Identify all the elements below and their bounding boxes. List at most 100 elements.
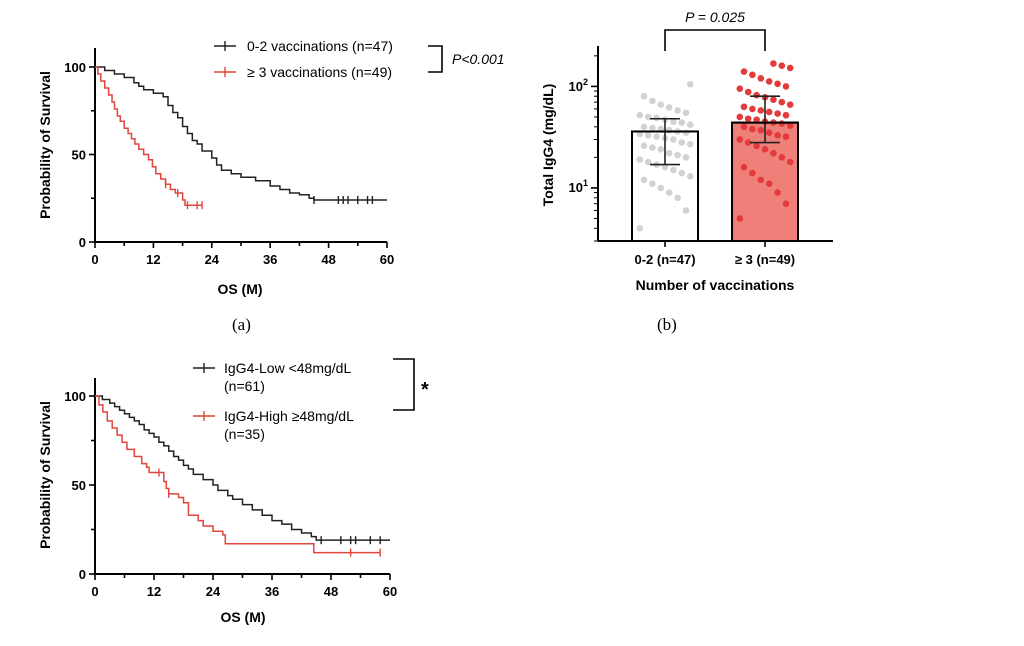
data-point (778, 62, 786, 69)
p-value-label: P<0.001 (452, 51, 505, 67)
y-axis-label: Total IgG4 (mg/dL) (540, 84, 556, 207)
data-point (674, 107, 681, 114)
data-point (665, 149, 673, 157)
survival-curve-0 (95, 66, 387, 201)
significance-bracket (393, 358, 415, 411)
x-tick-label: 48 (324, 584, 338, 599)
error-bars (632, 95, 798, 166)
x-tick-label: 48 (321, 252, 335, 267)
data-point (678, 119, 686, 126)
data-point (665, 126, 673, 134)
data-point (782, 133, 790, 140)
significance-asterisk: * (421, 379, 429, 401)
data-point (649, 180, 656, 188)
x-tick-label: 24 (206, 584, 221, 599)
legend-n-low: (n=61) (224, 378, 265, 394)
legend-label-0-2: 0-2 vaccinations (n=47) (247, 38, 393, 54)
data-point (686, 173, 694, 180)
x-tick-label: 60 (383, 584, 397, 599)
data-point (649, 144, 656, 151)
data-point (640, 142, 648, 150)
data-point (682, 207, 690, 214)
data-point (744, 115, 752, 123)
ticks: 0 12 24 36 48 60 0 50 100 (64, 389, 397, 599)
tick-base: 10 (569, 79, 583, 94)
data-point (770, 96, 777, 103)
data-point (686, 121, 694, 128)
x-tick-label: 60 (380, 252, 394, 267)
data-point (657, 184, 665, 192)
legend: 0-2 vaccinations (n=47) ≥ 3 vaccinations… (214, 38, 505, 80)
data-point (782, 111, 790, 119)
data-point (757, 176, 765, 184)
x-tick-label: 0 (91, 584, 98, 599)
data-point (770, 60, 777, 67)
data-point (749, 105, 756, 113)
data-point (744, 139, 752, 146)
data-point (736, 113, 744, 121)
x-tick-label: 12 (147, 584, 161, 599)
data-point (778, 154, 786, 161)
data-point (670, 166, 677, 174)
data-point (736, 85, 744, 92)
data-point (778, 98, 786, 106)
p-value-title: P = 0.025 (685, 9, 745, 25)
data-point (770, 149, 777, 157)
data-point (657, 101, 665, 109)
data-point (636, 156, 644, 163)
y-tick-label: 100 (64, 389, 86, 404)
data-point (636, 111, 644, 119)
data-point (649, 97, 656, 105)
tick-exp: 1 (583, 178, 588, 188)
data-point (765, 129, 773, 136)
x-tick-label: 24 (205, 252, 220, 267)
km-plot-a: 0 12 24 36 48 60 0 50 100 Probability of Surviva… (37, 38, 505, 297)
y-tick-label-100: 102 (569, 77, 588, 94)
legend: IgG4-Low <48mg/dL (n=61) IgG4-High ≥48mg… (193, 358, 429, 442)
data-point (757, 126, 765, 134)
data-point (749, 169, 756, 177)
x-tick-label: 12 (146, 252, 160, 267)
y-tick-label-10: 101 (569, 178, 588, 195)
data-point (778, 120, 786, 127)
data-point (774, 80, 781, 88)
data-point (686, 140, 694, 148)
x-tick-label: 36 (265, 584, 279, 599)
y-axis-label: Probability of Survival (37, 71, 53, 219)
x-tick-label: 0 (91, 252, 98, 267)
data-point (753, 91, 760, 99)
y-tick-label: 100 (64, 60, 86, 75)
data-point (749, 125, 756, 133)
x-axis-label: OS (M) (220, 609, 265, 625)
data-point (644, 131, 652, 139)
data-point (740, 68, 748, 75)
data-point (765, 180, 773, 188)
data-point (682, 109, 690, 117)
data-point (774, 110, 781, 117)
data-point (674, 151, 681, 159)
legend-label-low: IgG4-Low <48mg/dL (224, 360, 351, 376)
y-axis-label: Probability of Survival (37, 401, 53, 549)
data-point (765, 108, 773, 116)
panel-label-b: (b) (657, 315, 677, 334)
data-point (682, 129, 690, 136)
data-points (636, 60, 794, 232)
data-point (670, 118, 677, 125)
data-point (678, 169, 686, 177)
data-point (774, 131, 781, 139)
data-point (740, 123, 748, 131)
survival-curve-0 (95, 395, 390, 541)
data-point (736, 136, 744, 143)
survival-curves (95, 66, 387, 210)
data-point (744, 88, 752, 96)
data-point (657, 146, 665, 153)
x-axis-label: Number of vaccinations (636, 277, 795, 293)
y-tick-label: 50 (72, 148, 86, 163)
data-point (761, 146, 769, 153)
data-point (649, 124, 656, 132)
significance-bracket (664, 29, 766, 51)
data-point (782, 83, 790, 90)
data-point (640, 92, 648, 100)
bars (631, 121, 799, 242)
data-point (653, 133, 660, 140)
